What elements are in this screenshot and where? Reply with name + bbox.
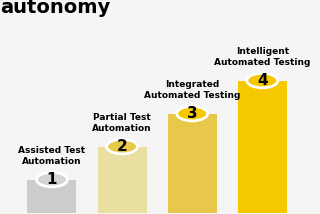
Circle shape (177, 106, 208, 121)
Text: 4: 4 (257, 73, 268, 88)
Text: Assisted Test
Automation: Assisted Test Automation (18, 146, 85, 166)
Text: Partial Test
Automation: Partial Test Automation (92, 113, 152, 133)
Circle shape (36, 172, 68, 187)
FancyBboxPatch shape (28, 180, 76, 213)
Text: Integrated
Automated Testing: Integrated Automated Testing (144, 80, 240, 100)
Circle shape (247, 73, 278, 88)
FancyBboxPatch shape (168, 114, 217, 213)
Text: Intelligent
Automated Testing: Intelligent Automated Testing (214, 47, 310, 67)
Text: autonomy: autonomy (0, 0, 111, 17)
Text: 1: 1 (47, 172, 57, 187)
Circle shape (107, 139, 138, 154)
Text: 3: 3 (187, 106, 197, 121)
Text: 2: 2 (117, 139, 127, 154)
FancyBboxPatch shape (98, 147, 147, 213)
FancyBboxPatch shape (238, 80, 287, 213)
